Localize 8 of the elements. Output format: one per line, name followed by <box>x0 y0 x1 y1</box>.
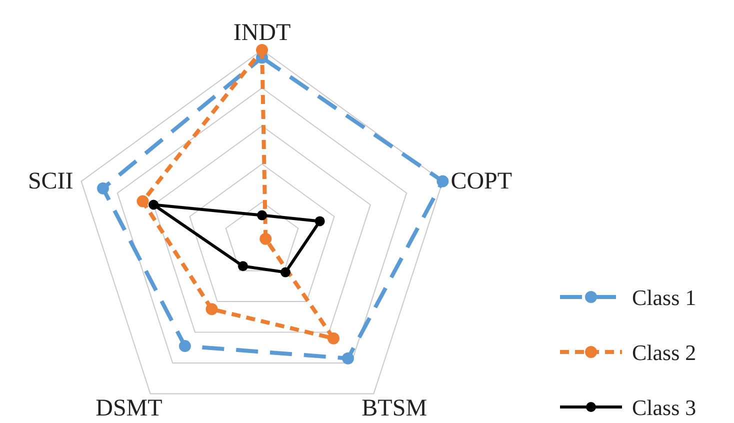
legend-label: Class 1 <box>632 285 696 310</box>
legend-label: Class 2 <box>632 340 696 365</box>
spoke-label: DSMT <box>96 396 163 422</box>
legend-label: Class 3 <box>632 395 696 420</box>
spoke-label: INDT <box>233 20 291 46</box>
spoke-label: BTSM <box>362 396 428 422</box>
spoke-label: SCII <box>28 168 74 194</box>
spoke-label: COPT <box>450 168 512 194</box>
